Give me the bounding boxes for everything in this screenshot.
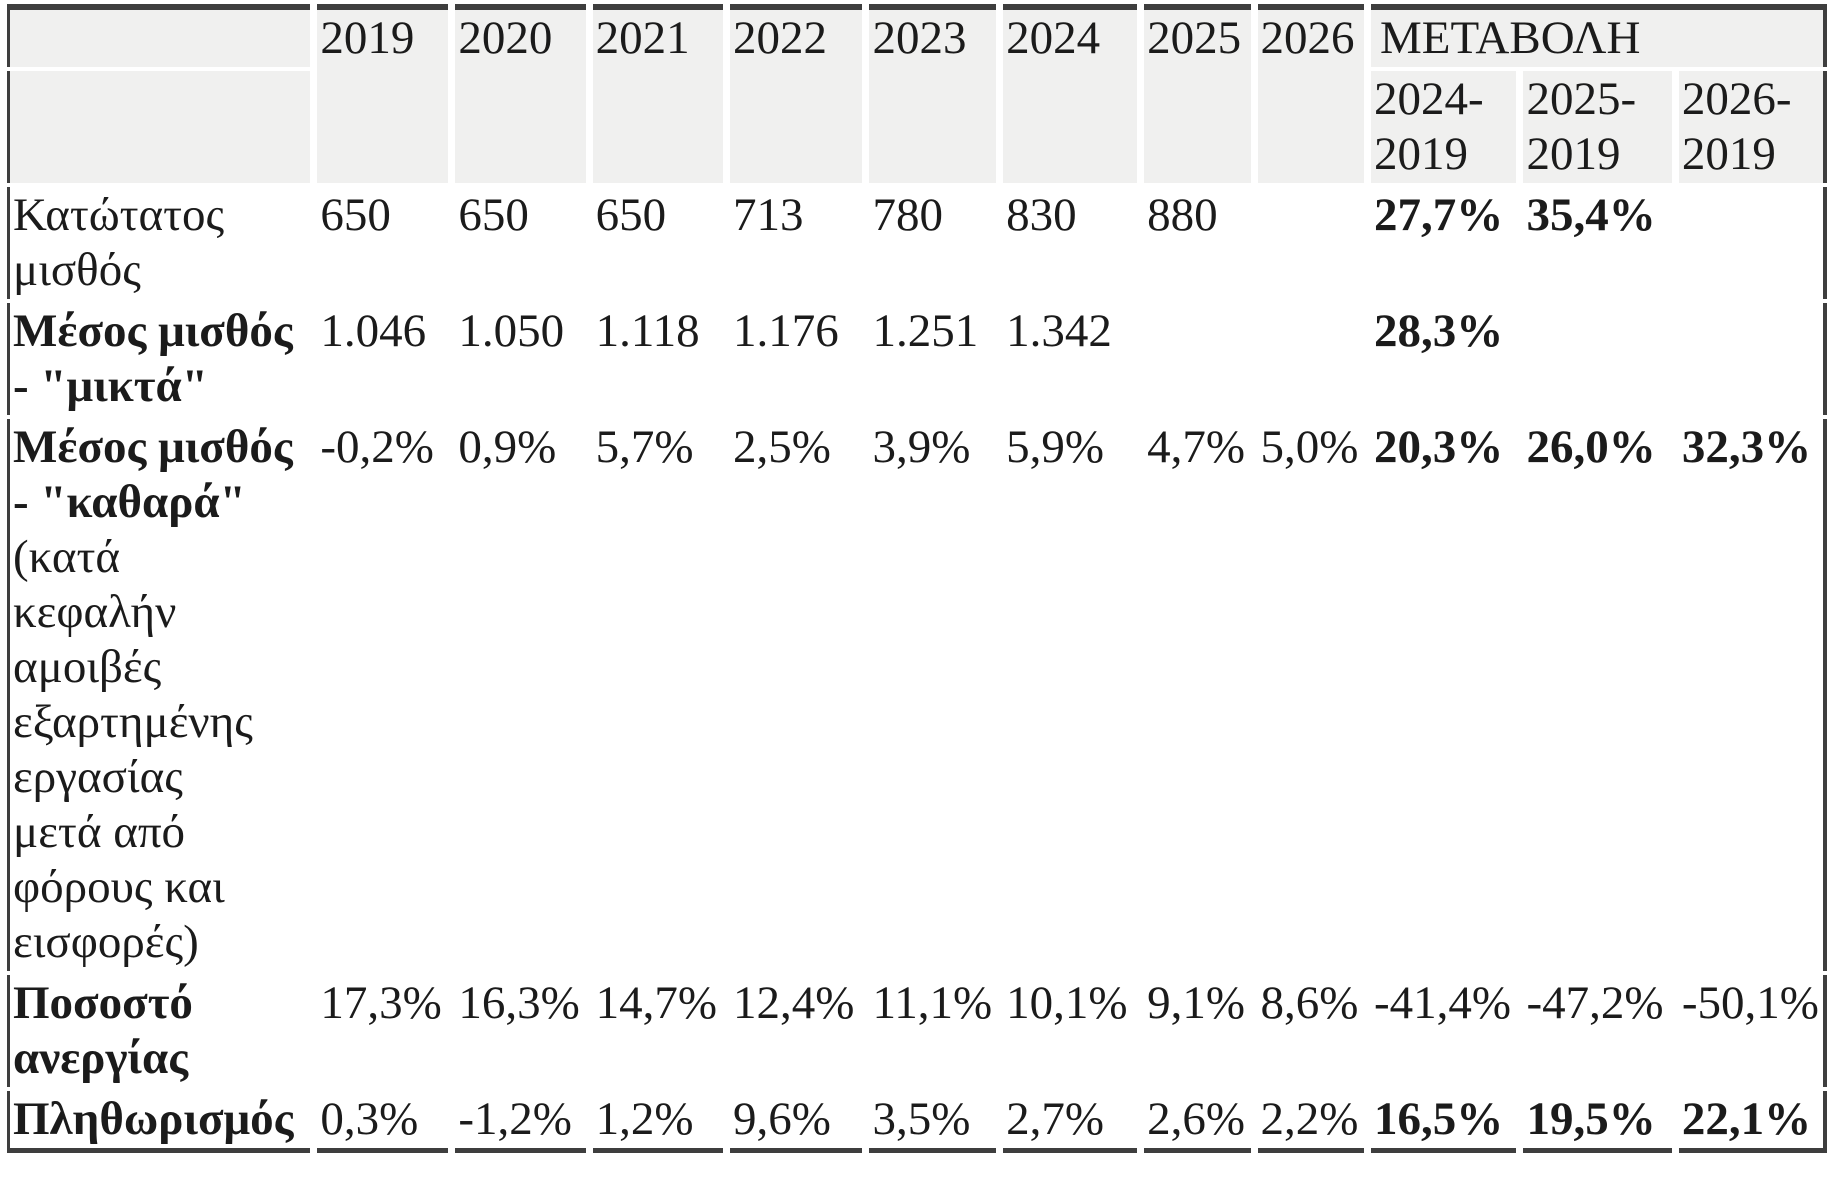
value-cell xyxy=(1258,303,1364,415)
value-cell: 1.118 xyxy=(595,305,700,357)
year-column-header: 2026 xyxy=(1257,4,1364,183)
value-cell: 14,7% xyxy=(595,977,718,1029)
value-cell: -1,2% xyxy=(455,1091,586,1153)
value-cell: 1.176 xyxy=(732,305,839,357)
value-cell: 650 xyxy=(595,189,667,241)
row-label-inflation: Πληθωρισμός xyxy=(7,1091,311,1153)
value-cell: 10,1% xyxy=(1006,977,1128,1029)
value-cell: 3,9% xyxy=(872,421,971,473)
row-label-text: Ποσοστό ανεργίας xyxy=(13,977,193,1084)
table-row-unemployment-rate: Ποσοστό ανεργίας 17,3% 16,3% 14,7% 12,4%… xyxy=(7,975,1827,1087)
year-column-header: 2023 xyxy=(869,4,997,183)
value-cell: 0,3% xyxy=(317,1091,449,1153)
table-row-average-gross-wage: Μέσος μισθός - "μικτά" 1.046 1.050 1.118… xyxy=(7,303,1827,415)
change-cell: -47,2% xyxy=(1526,977,1664,1029)
table-row-inflation: Πληθωρισμός 0,3% -1,2% 1,2% 9,6% 3,5% 2,… xyxy=(7,1091,1827,1153)
value-cell: 650 xyxy=(320,189,391,241)
change-cell: -41,4% xyxy=(1373,977,1512,1029)
row-label-minimum-wage: Κατώτατος μισθός xyxy=(7,187,310,299)
value-cell: 4,7% xyxy=(1147,421,1245,473)
value-cell: 0,9% xyxy=(458,421,557,473)
value-cell: 11,1% xyxy=(872,977,993,1029)
value-cell: -0,2% xyxy=(320,421,434,473)
change-cell: 16,5% xyxy=(1370,1091,1517,1153)
value-cell: 1.342 xyxy=(1006,305,1112,357)
change-period-header: 2024- 2019 xyxy=(1370,71,1517,183)
change-period-header: 2026- 2019 xyxy=(1678,71,1827,183)
value-cell: 12,4% xyxy=(732,977,855,1029)
row-label-average-gross-wage: Μέσος μισθός - "μικτά" xyxy=(7,303,310,415)
value-cell: 713 xyxy=(732,189,804,241)
value-cell: 830 xyxy=(1006,189,1077,241)
value-cell xyxy=(1144,303,1250,415)
value-cell: 3,5% xyxy=(869,1091,997,1153)
value-cell: 650 xyxy=(458,189,529,241)
value-cell: 880 xyxy=(1147,189,1218,241)
header-row-change-periods: 2024- 2019 2025- 2019 2026- 2019 xyxy=(7,71,1827,183)
value-cell: 8,6% xyxy=(1260,977,1359,1029)
row-label-average-net-wage: Μέσος μισθός - "καθαρά" (κατά κεφαλήν αμο… xyxy=(7,419,310,971)
change-cell xyxy=(1523,303,1671,415)
value-cell xyxy=(1258,187,1364,299)
change-cell: 26,0% xyxy=(1526,421,1656,473)
value-cell: 5,7% xyxy=(595,421,694,473)
row-label-text: Μέσος μισθός - "καθαρά" xyxy=(13,421,293,528)
change-cell: -50,1% xyxy=(1679,975,1827,1087)
change-cell: 32,3% xyxy=(1679,419,1827,971)
value-cell: 5,0% xyxy=(1260,421,1359,473)
change-cell: 28,3% xyxy=(1373,305,1504,357)
change-cell xyxy=(1679,303,1827,415)
change-cell: 22,1% xyxy=(1678,1091,1827,1153)
row-label-text: Μέσος μισθός - "μικτά" xyxy=(13,305,293,412)
value-cell: 1.046 xyxy=(320,305,427,357)
value-cell: 17,3% xyxy=(320,977,442,1029)
header-row-years: 2019 2020 2021 2022 2023 2024 2025 2026 … xyxy=(7,4,1827,183)
change-section-header: ΜΕΤΑΒΟΛΗ xyxy=(1370,4,1827,67)
change-cell: 35,4% xyxy=(1526,189,1656,241)
year-column-header: 2021 xyxy=(592,4,723,183)
value-cell: 1.251 xyxy=(872,305,979,357)
value-cell: 2,6% xyxy=(1144,1091,1251,1153)
year-column-header: 2019 xyxy=(317,4,449,183)
change-cell: 20,3% xyxy=(1373,421,1504,473)
value-cell: 5,9% xyxy=(1006,421,1105,473)
row-label-note: (κατά κεφαλήν αμοιβές εξαρτημένης εργασί… xyxy=(13,531,253,968)
header-corner-cell xyxy=(7,4,311,67)
year-column-header: 2020 xyxy=(455,4,586,183)
value-cell: 9,6% xyxy=(729,1091,863,1153)
value-cell: 2,5% xyxy=(732,421,831,473)
year-column-header: 2024 xyxy=(1003,4,1138,183)
value-cell: 1,2% xyxy=(592,1091,723,1153)
header-corner-cell-2 xyxy=(7,71,311,183)
value-cell: 16,3% xyxy=(458,977,580,1029)
year-column-header: 2025 xyxy=(1144,4,1251,183)
change-cell: 27,7% xyxy=(1373,189,1504,241)
row-label-text: Κατώτατος μισθός xyxy=(13,189,225,296)
year-column-header: 2022 xyxy=(729,4,863,183)
row-label-unemployment-rate: Ποσοστό ανεργίας xyxy=(7,975,310,1087)
value-cell: 2,7% xyxy=(1003,1091,1138,1153)
change-cell xyxy=(1679,187,1827,299)
table-row-minimum-wage: Κατώτατος μισθός 650 650 650 713 780 830… xyxy=(7,187,1827,299)
change-cell: 19,5% xyxy=(1523,1091,1672,1153)
value-cell: 780 xyxy=(872,189,943,241)
value-cell: 9,1% xyxy=(1147,977,1245,1029)
table-row-average-net-wage: Μέσος μισθός - "καθαρά" (κατά κεφαλήν αμο… xyxy=(7,419,1827,971)
value-cell: 1.050 xyxy=(458,305,565,357)
change-period-header: 2025- 2019 xyxy=(1523,71,1672,183)
value-cell: 2,2% xyxy=(1257,1091,1364,1153)
row-label-text: Πληθωρισμός xyxy=(13,1093,294,1145)
